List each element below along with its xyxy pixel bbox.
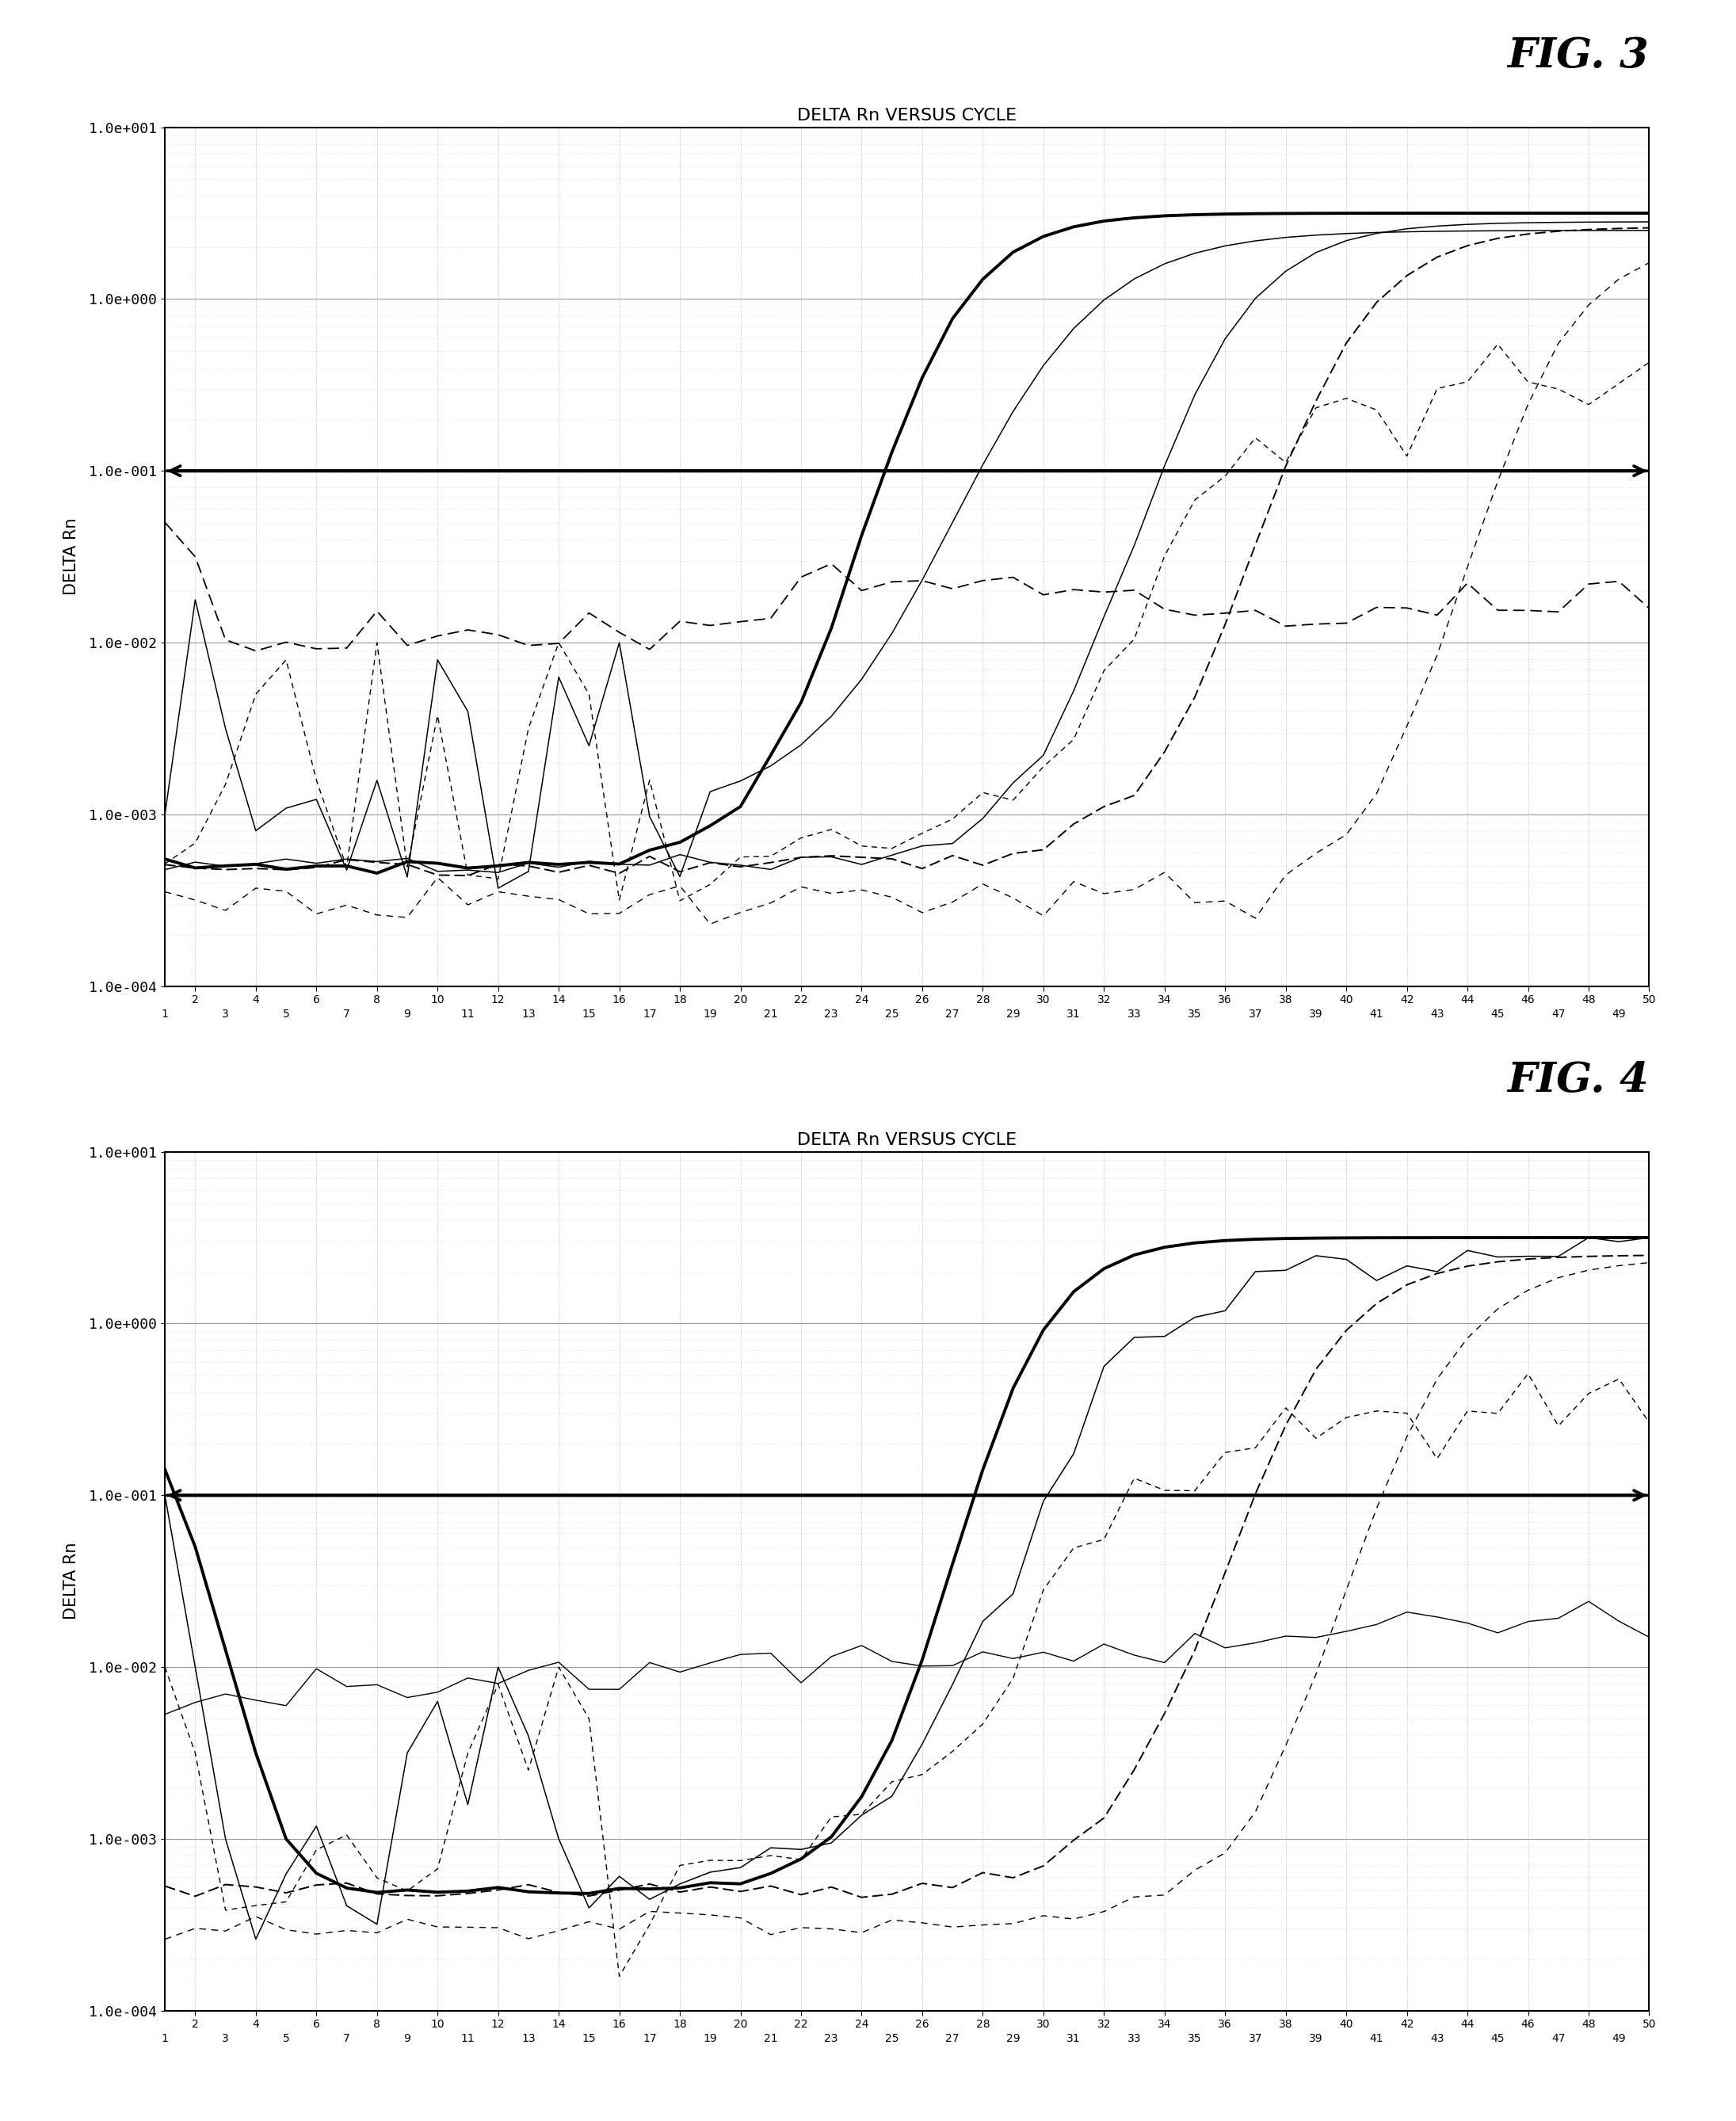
Y-axis label: DELTA Rn: DELTA Rn [64,1542,80,1620]
Y-axis label: DELTA Rn: DELTA Rn [64,518,80,596]
Title: DELTA Rn VERSUS CYCLE: DELTA Rn VERSUS CYCLE [797,108,1017,123]
Text: FIG. 4: FIG. 4 [1507,1060,1649,1101]
Text: FIG. 3: FIG. 3 [1507,36,1649,76]
Title: DELTA Rn VERSUS CYCLE: DELTA Rn VERSUS CYCLE [797,1133,1017,1147]
